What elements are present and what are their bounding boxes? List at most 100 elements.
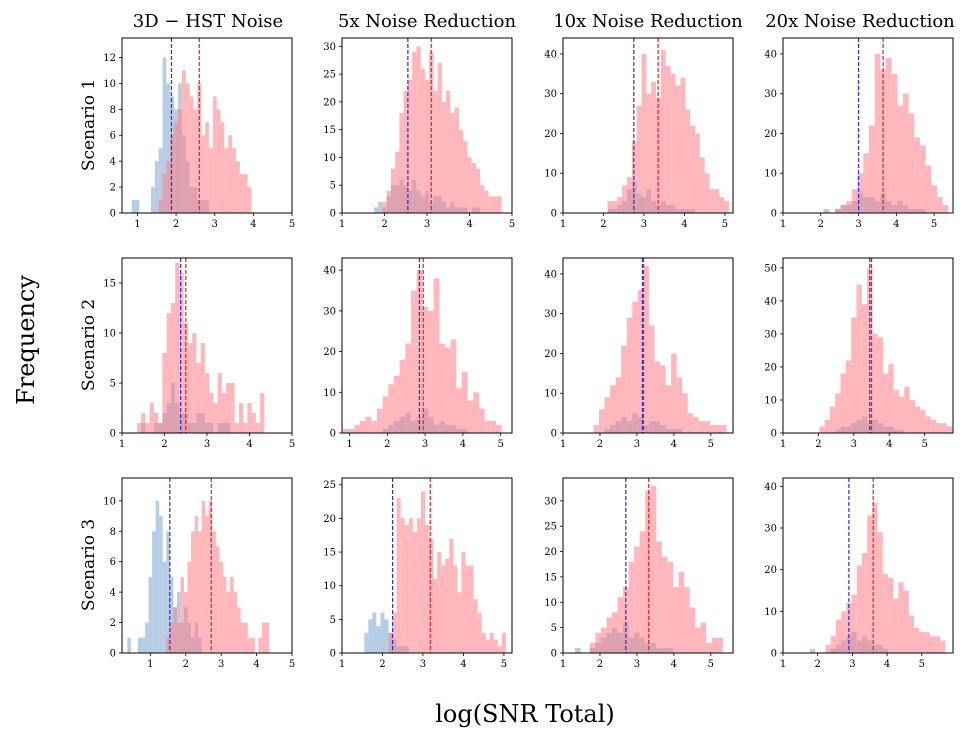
red-bar [221,393,227,433]
red-bar [454,107,459,213]
red-bar [654,361,661,433]
red-bar [193,109,198,213]
red-bar [687,413,694,433]
y-tick-label: 30 [764,524,777,535]
histogram-panel-r1-c4: 1 2 3 4 5 0 10 20 30 40 [764,37,954,230]
red-bar [228,135,233,213]
blue-bar [169,576,174,653]
red-bar [610,385,616,433]
red-bar [711,637,718,653]
blue-bar [376,626,381,653]
red-bar [239,174,244,213]
x-tick-label: 2 [597,659,603,670]
red-bar [861,304,868,433]
red-bar [412,51,417,213]
red-bar [458,129,464,213]
y-tick-label: 30 [544,309,557,320]
histogram-panel-r2-c3: 1 2 3 4 5 0 10 20 30 40 [544,257,734,450]
red-bar [650,485,657,653]
red-bar [709,189,715,213]
red-bar [704,173,710,213]
red-bar [720,425,727,433]
y-tick-label: 20 [323,97,336,108]
red-bar [671,353,677,433]
x-tick-label: 1 [119,439,125,450]
red-bar [819,426,825,433]
red-bar [719,197,725,213]
red-bar [166,161,171,213]
red-bar [607,201,613,213]
blue-bar [150,187,155,213]
red-bar [251,413,256,433]
red-bar [348,428,355,433]
axes-frame [562,37,734,214]
axes-frame [341,257,513,434]
red-bar [628,561,635,653]
blue-bar [364,632,369,653]
red-bar [646,93,652,213]
y-tick-label: 12 [103,53,116,64]
red-bar [196,363,201,433]
red-bar [914,137,920,213]
red-bar [885,57,892,213]
x-tick-label: 3 [424,219,430,230]
red-bar [490,420,496,433]
red-bar [461,371,468,433]
x-tick-label: 4 [460,439,466,450]
red-histogram [825,503,946,653]
red-bar [665,65,671,213]
y-tick-label: 0 [551,649,557,660]
red-bar [224,148,229,213]
red-bar [342,428,349,433]
red-bar [453,565,458,653]
y-tick-label: 2 [110,618,116,629]
red-bar [883,373,889,433]
red-bar [612,201,618,213]
red-bar [893,598,899,653]
y-tick-label: 30 [323,42,336,53]
x-tick-label: 2 [384,439,390,450]
red-bar [433,578,438,653]
x-tick-label: 5 [921,439,927,450]
red-bar [851,317,857,433]
red-histogram [382,46,502,213]
red-bar [622,185,627,213]
blue-bar [127,637,131,653]
x-tick-label: 4 [671,439,677,450]
red-histogram [834,53,949,213]
red-bar [934,636,940,653]
red-bar [651,81,657,213]
y-tick-label: 30 [544,496,557,507]
blue-bar [823,209,830,213]
red-bar [247,187,252,213]
x-tick-label: 4 [246,439,252,450]
x-tick-label: 2 [815,659,821,670]
red-bar [641,53,647,213]
red-bar [857,173,864,213]
red-bar [424,525,430,653]
x-tick-label: 1 [560,659,566,670]
x-tick-label: 4 [886,439,892,450]
red-bar [170,135,175,213]
red-bar [212,531,216,653]
red-bar [437,552,442,653]
red-bar [170,303,176,433]
blue-bar [176,592,181,653]
x-tick-label: 2 [173,219,179,230]
red-bar [846,201,852,213]
red-bar [222,576,227,653]
red-bar [471,163,476,213]
row-label-scenario-3: Scenario 3 [79,519,99,611]
x-tick-label: 3 [422,439,428,450]
x-tick-label: 1 [339,659,345,670]
red-bar [217,373,222,433]
red-bar [408,518,413,653]
y-tick-label: 20 [764,129,777,140]
blue-bar [148,576,153,653]
red-bar [868,125,875,213]
red-bar [194,516,199,653]
y-tick-label: 40 [764,49,777,60]
red-bar [488,196,493,213]
red-bar [861,553,868,653]
